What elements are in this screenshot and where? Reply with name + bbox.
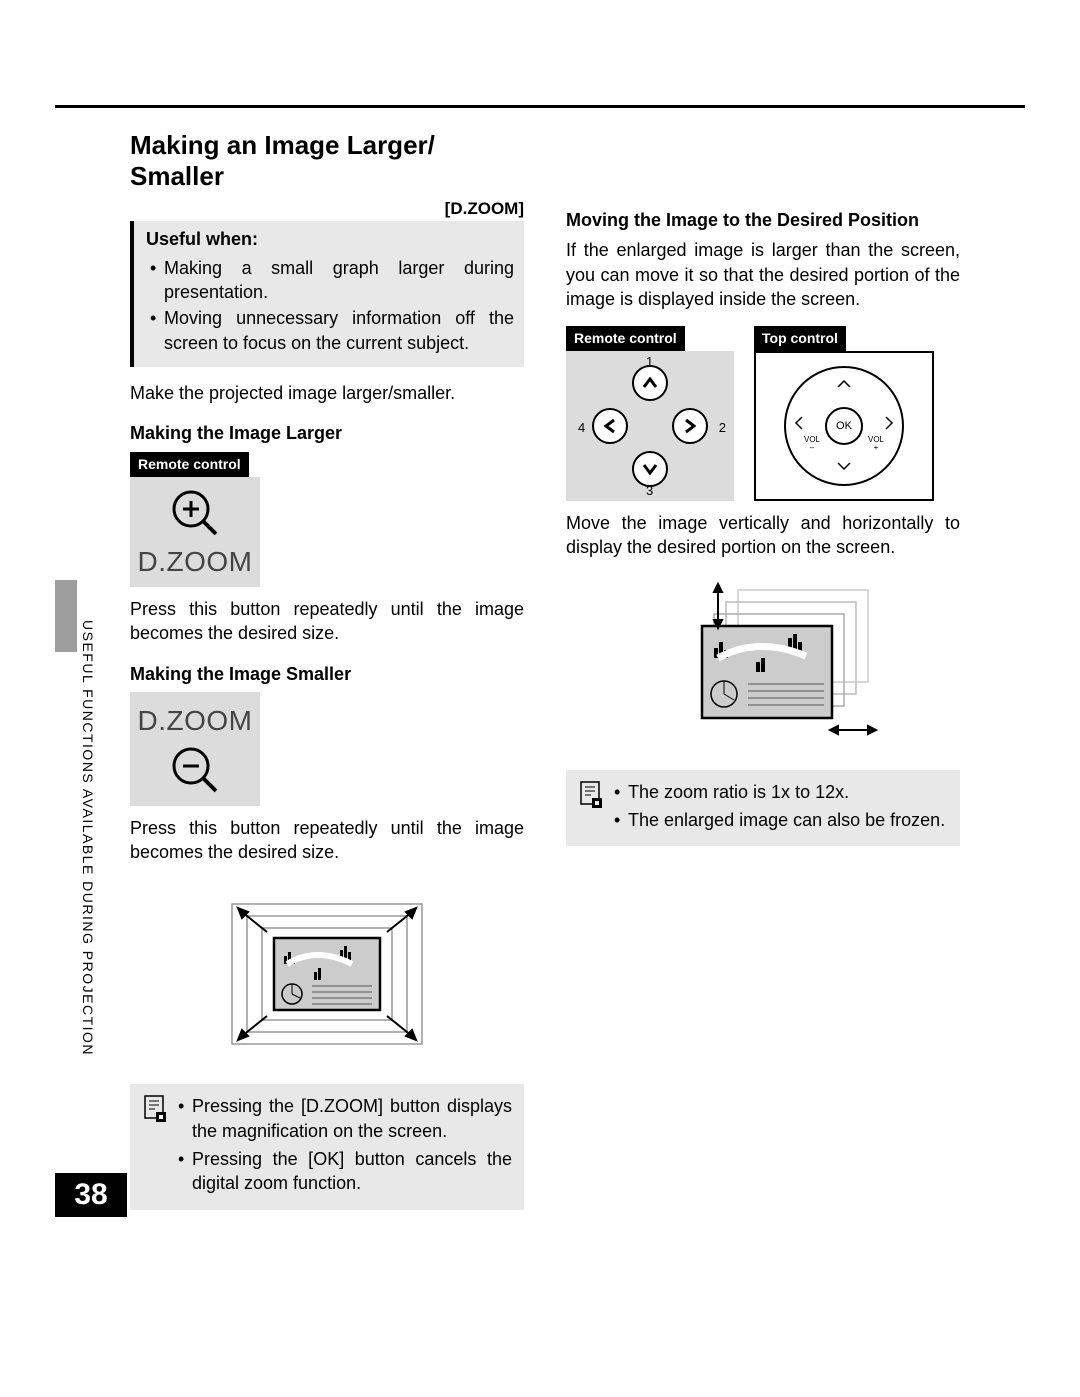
useful-when-box: Useful when: Making a small graph larger… [130,221,524,366]
useful-item: Moving unnecessary information off the s… [150,306,514,355]
dpad-num-right: 2 [719,419,726,437]
right-note-box: The zoom ratio is 1x to 12x. The enlarge… [566,770,960,847]
magnify-minus-icon [130,744,260,796]
top-control-label: Top control [754,326,846,351]
pan-diagram [566,580,960,750]
moving-after: Move the image vertically and horizontal… [566,511,960,560]
ok-button[interactable]: OK [825,407,863,445]
useful-item: Making a small graph larger during prese… [150,256,514,305]
remote-control-label: Remote control [566,326,685,351]
smaller-desc: Press this button repeatedly until the i… [130,816,524,865]
wheel-right-icon [884,415,894,438]
nav-wheel[interactable]: OK VOL – VOL [784,366,904,486]
note-item: The enlarged image can also be frozen. [614,808,948,832]
wheel-up-icon [836,374,852,396]
side-tab [55,580,77,652]
moving-heading: Moving the Image to the Desired Position [566,208,960,232]
remote-control-label: Remote control [130,452,249,477]
page-title: Making an Image Larger/ Smaller [130,130,524,192]
dpad-left-button[interactable] [592,408,628,444]
left-column: Making an Image Larger/ Smaller [D.ZOOM]… [130,130,524,1210]
dpad-num-left: 4 [578,419,585,437]
note-icon [142,1094,168,1199]
top-rule [55,105,1025,108]
dpad-num-down: 3 [646,482,653,500]
dzoom-label: D.ZOOM [130,543,260,581]
vol-minus-label: VOL – [804,436,820,452]
vol-plus-label: VOL + [868,436,884,452]
zoom-diagram [130,884,524,1064]
dpad: 1 2 3 4 [566,351,734,501]
note-item: Pressing the [D.ZOOM] button displays th… [178,1094,512,1143]
feature-tag: [D.ZOOM] [130,198,524,221]
moving-desc: If the enlarged image is larger than the… [566,238,960,311]
left-note-box: Pressing the [D.ZOOM] button displays th… [130,1084,524,1209]
controls-row: Remote control 1 2 3 [566,325,960,501]
intro-text: Make the projected image larger/smaller. [130,381,524,405]
top-control-box: OK VOL – VOL [754,351,934,501]
larger-heading: Making the Image Larger [130,421,524,445]
dzoom-minus-button: D.ZOOM [130,692,260,806]
remote-dpad-panel: Remote control 1 2 3 [566,325,734,501]
page-content: Making an Image Larger/ Smaller [D.ZOOM]… [130,130,960,1210]
useful-when-label: Useful when: [146,227,514,251]
side-section-label: USEFUL FUNCTIONS AVAILABLE DURING PROJEC… [78,620,97,1056]
magnify-plus-icon [130,487,260,539]
wheel-down-icon [836,456,852,478]
dzoom-plus-button: D.ZOOM [130,477,260,587]
wheel-left-icon [794,415,804,438]
smaller-heading: Making the Image Smaller [130,662,524,686]
note-item: Pressing the [OK] button cancels the dig… [178,1147,512,1196]
larger-desc: Press this button repeatedly until the i… [130,597,524,646]
right-column: Moving the Image to the Desired Position… [566,130,960,1210]
dpad-num-up: 1 [646,353,653,371]
note-item: The zoom ratio is 1x to 12x. [614,780,948,804]
note-icon [578,780,604,837]
dzoom-label: D.ZOOM [130,702,260,740]
dpad-right-button[interactable] [672,408,708,444]
page-number: 38 [55,1173,127,1217]
top-control-panel: Top control OK [754,325,934,501]
